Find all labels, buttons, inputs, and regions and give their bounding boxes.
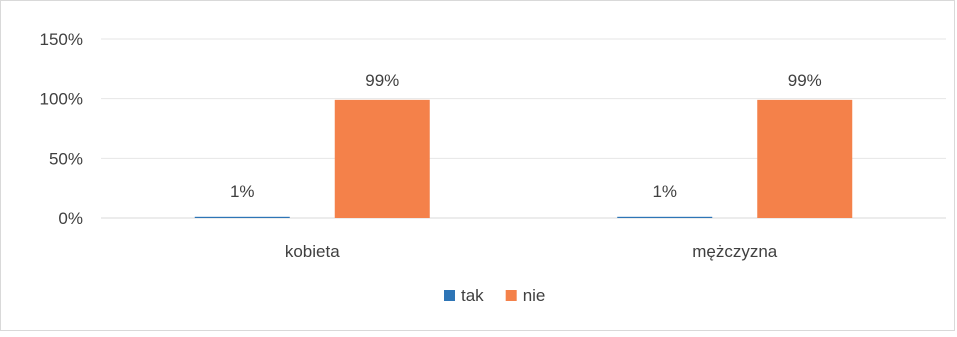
- bars: [194, 99, 853, 218]
- x-axis-category-labels: kobieta mężczyzna: [285, 242, 778, 261]
- bar-nie-kobieta: [334, 99, 430, 218]
- x-category-label: mężczyzna: [692, 242, 778, 261]
- x-category-label: kobieta: [285, 242, 340, 261]
- bar-nie-mężczyzna: [757, 99, 853, 218]
- data-label-nie-kobieta: 99%: [365, 71, 399, 90]
- data-label-tak-kobieta: 1%: [230, 182, 255, 201]
- bar-tak-mężczyzna: [617, 216, 713, 218]
- legend-swatch-tak: [444, 290, 455, 301]
- legend-label-nie: nie: [523, 286, 546, 305]
- data-label-nie-mężczyzna: 99%: [788, 71, 822, 90]
- y-tick-label: 50%: [49, 149, 83, 168]
- data-label-tak-mężczyzna: 1%: [652, 182, 677, 201]
- y-tick-label: 0%: [58, 209, 83, 228]
- y-tick-label: 150%: [40, 30, 83, 49]
- bar-tak-kobieta: [194, 216, 290, 218]
- y-axis-tick-labels: 0% 50% 100% 150%: [40, 30, 83, 228]
- y-tick-label: 100%: [40, 90, 83, 109]
- legend-swatch-nie: [505, 290, 517, 301]
- data-labels: 1% 99% 1% 99%: [230, 71, 822, 201]
- legend: tak nie: [444, 286, 545, 305]
- legend-label-tak: tak: [461, 286, 484, 305]
